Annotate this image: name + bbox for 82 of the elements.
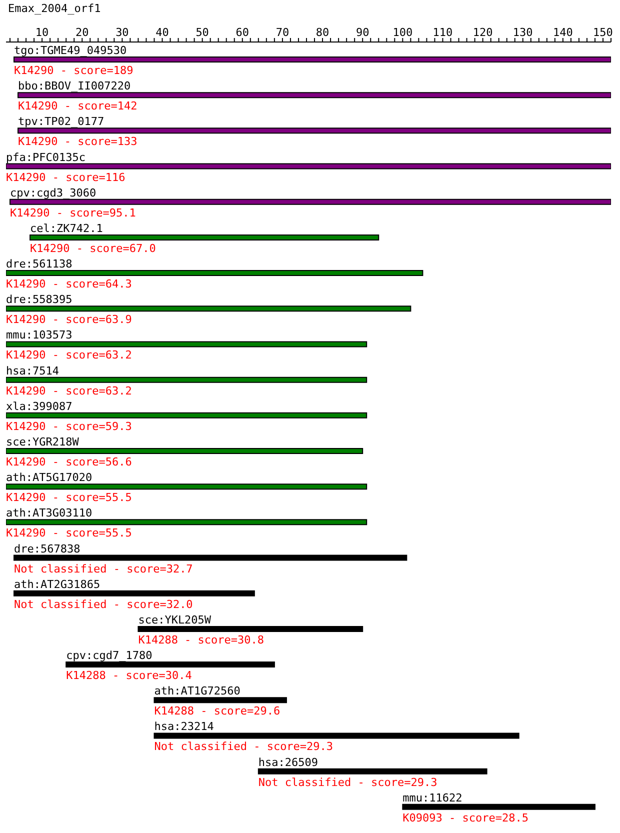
- x-tick-label: 80: [316, 26, 330, 39]
- bar: [138, 626, 364, 632]
- annotation: K14288 - score=30.4: [66, 669, 192, 682]
- bar: [402, 804, 596, 810]
- y-tick-label: hsa:7514: [6, 364, 60, 378]
- y-tick-label: cel:ZK742.1: [30, 222, 103, 235]
- annotation: K14290 - score=63.9: [6, 313, 132, 326]
- y-tick-label: sce:YKL205W: [138, 613, 212, 626]
- y-tick-label: dre:561138: [6, 258, 72, 271]
- y-tick-label: mmu:103573: [6, 328, 72, 342]
- bar: [6, 270, 424, 276]
- annotation: K14290 - score=55.5: [6, 491, 132, 504]
- y-tick-label: sce:YGR218W: [6, 436, 80, 448]
- x-tick-label: 30: [116, 26, 129, 39]
- annotation: K14288 - score=29.6: [154, 704, 280, 718]
- y-tick-label: ath:AT1G72560: [154, 684, 240, 698]
- annotation: Not classified - score=32.0: [14, 598, 193, 611]
- bar: [18, 92, 611, 98]
- bar: [10, 198, 611, 205]
- y-tick-label: pfa:PFC0135c: [6, 150, 86, 164]
- annotation: K14290 - score=95.1: [10, 206, 136, 220]
- y-tick-label: hsa:26509: [258, 756, 318, 769]
- bar: [6, 412, 368, 418]
- bar: [154, 697, 287, 704]
- bar: [30, 234, 380, 240]
- x-tick-label: 150: [593, 26, 613, 39]
- annotation: Not classified - score=29.3: [258, 776, 438, 789]
- annotation: Not classified - score=29.3: [154, 740, 334, 754]
- annotation: K09093 - score=28.5: [402, 811, 528, 824]
- y-tick-label: dre:567838: [14, 542, 80, 556]
- x-tick-label: 20: [76, 26, 89, 39]
- bar: [154, 732, 520, 739]
- x-tick-label: 90: [356, 26, 370, 39]
- bar: [6, 519, 368, 526]
- x-tick-label: 140: [552, 26, 573, 39]
- bar: [66, 662, 275, 668]
- bar: [6, 306, 412, 312]
- bar: [6, 376, 368, 383]
- annotation: Not classified - score=32.7: [14, 562, 193, 576]
- annotation: K14290 - score=116: [6, 170, 126, 184]
- annotation: K14290 - score=64.3: [6, 278, 132, 291]
- x-tick-label: 120: [472, 26, 493, 39]
- annotation: K14288 - score=30.8: [138, 633, 264, 646]
- x-tick-label: 110: [432, 26, 453, 39]
- annotation: K14290 - score=67.0: [30, 242, 156, 255]
- x-tick-label: 50: [196, 26, 209, 39]
- x-tick-label: 40: [156, 26, 169, 39]
- y-tick-label: cpv:cgd3_3060: [10, 186, 96, 200]
- y-tick-label: xla:399087: [6, 400, 72, 413]
- y-tick-label: ath:AT5G17020: [6, 471, 92, 484]
- bar: [18, 128, 611, 134]
- x-tick-label: 60: [236, 26, 250, 39]
- y-tick-label: cpv:cgd7_1780: [66, 649, 152, 662]
- x-tick-label: 100: [392, 26, 413, 39]
- bar: [6, 341, 368, 348]
- y-tick-label: bbo:BBOV_II007220: [18, 80, 131, 93]
- chart-title: Emax_2004_orf1: [8, 2, 101, 15]
- annotation: K14290 - score=55.5: [6, 526, 132, 540]
- annotation: K14290 - score=142: [18, 100, 138, 113]
- y-tick-label: ath:AT2G31865: [14, 578, 100, 591]
- bar: [14, 56, 611, 62]
- y-tick-label: ath:AT3G03110: [6, 506, 92, 520]
- y-tick-label: hsa:23214: [154, 720, 214, 734]
- y-tick-label: tgo:TGME49_049530: [14, 44, 127, 57]
- annotation: K14290 - score=56.6: [6, 456, 132, 468]
- y-tick-label: mmu:11622: [402, 791, 462, 804]
- annotation: K14290 - score=63.2: [6, 384, 132, 398]
- bar: [6, 448, 364, 454]
- x-tick-label: 70: [276, 26, 290, 39]
- annotation: K14290 - score=133: [18, 135, 138, 148]
- annotation: K14290 - score=59.3: [6, 420, 132, 433]
- x-tick-label: 130: [512, 26, 533, 39]
- bar: [6, 484, 368, 490]
- y-tick-label: dre:558395: [6, 293, 72, 306]
- bar: [6, 163, 611, 170]
- bar: [14, 590, 255, 596]
- bar: [14, 554, 408, 561]
- bar: [258, 768, 488, 774]
- x-tick-label: 10: [35, 26, 49, 39]
- annotation: K14290 - score=63.2: [6, 348, 132, 362]
- y-tick-label: tpv:TP02_0177: [18, 115, 104, 128]
- annotation: K14290 - score=189: [14, 64, 134, 77]
